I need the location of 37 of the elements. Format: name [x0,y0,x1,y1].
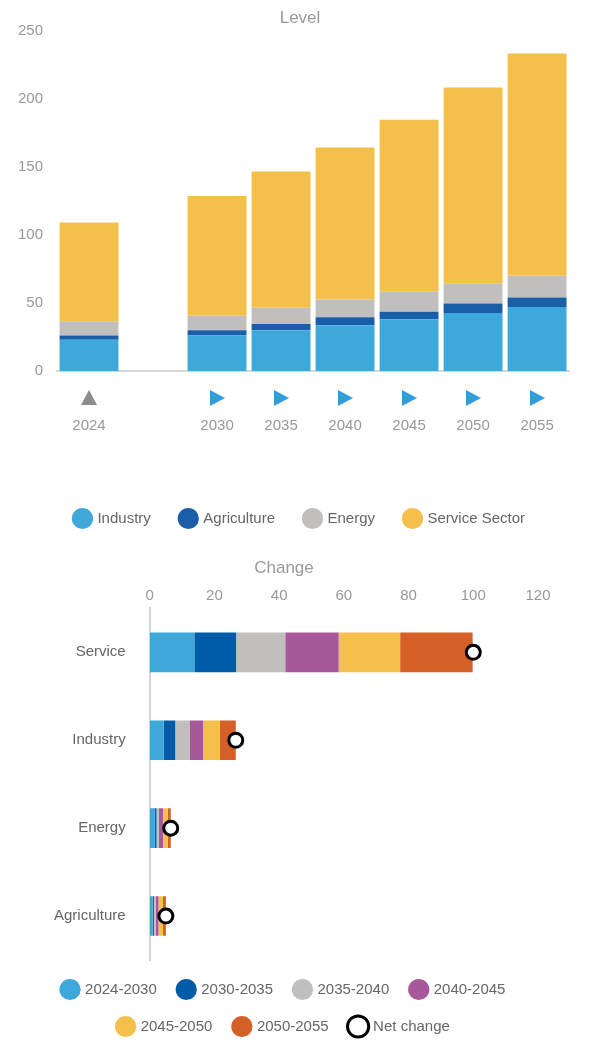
legend-label: 2030-2035 [201,979,273,997]
legend-label: 2035-2040 [317,979,390,997]
x-tick-label: 2035 [264,416,298,434]
x-tick-label: 2050 [456,416,490,434]
x-tick-label: 0 [145,585,154,603]
x-tick-label: 2024 [72,416,106,434]
x-tick-label: 2045 [392,416,426,434]
chart-title: Level [279,7,321,27]
y-tick-label: 200 [18,88,44,106]
legend-label: 2050-2055 [256,1016,329,1034]
y-tick-label: Industry [72,730,127,748]
legend-label: 2024-2030 [85,979,157,997]
y-tick-label: Agriculture [53,906,126,924]
x-tick-label: 40 [270,585,288,603]
legend-label: Agriculture [203,508,275,526]
y-tick-label: Service [75,642,126,660]
legend-label: 2045-2050 [140,1016,213,1034]
x-tick-label: 80 [400,585,417,603]
y-tick-label: 0 [34,361,44,379]
y-tick-label: 250 [18,20,44,38]
x-tick-label: 2040 [328,416,362,434]
x-tick-label: 20 [206,585,223,603]
x-tick-label: 2030 [200,416,234,434]
y-tick-label: 150 [18,156,44,174]
y-tick-label: 50 [26,293,44,311]
legend-label: Industry [97,508,152,526]
x-tick-label: 2055 [520,416,554,434]
chart-title: Change [254,557,314,577]
y-tick-label: Energy [78,818,127,836]
x-tick-label: 60 [335,585,353,603]
legend-label: Net change [373,1016,450,1034]
x-tick-label: 120 [525,585,551,603]
legend-label: Service Sector [427,508,526,526]
y-tick-label: 100 [18,224,44,242]
legend-label: Energy [327,508,376,526]
x-tick-label: 100 [460,585,486,603]
legend-label: 2040-2045 [433,979,506,997]
